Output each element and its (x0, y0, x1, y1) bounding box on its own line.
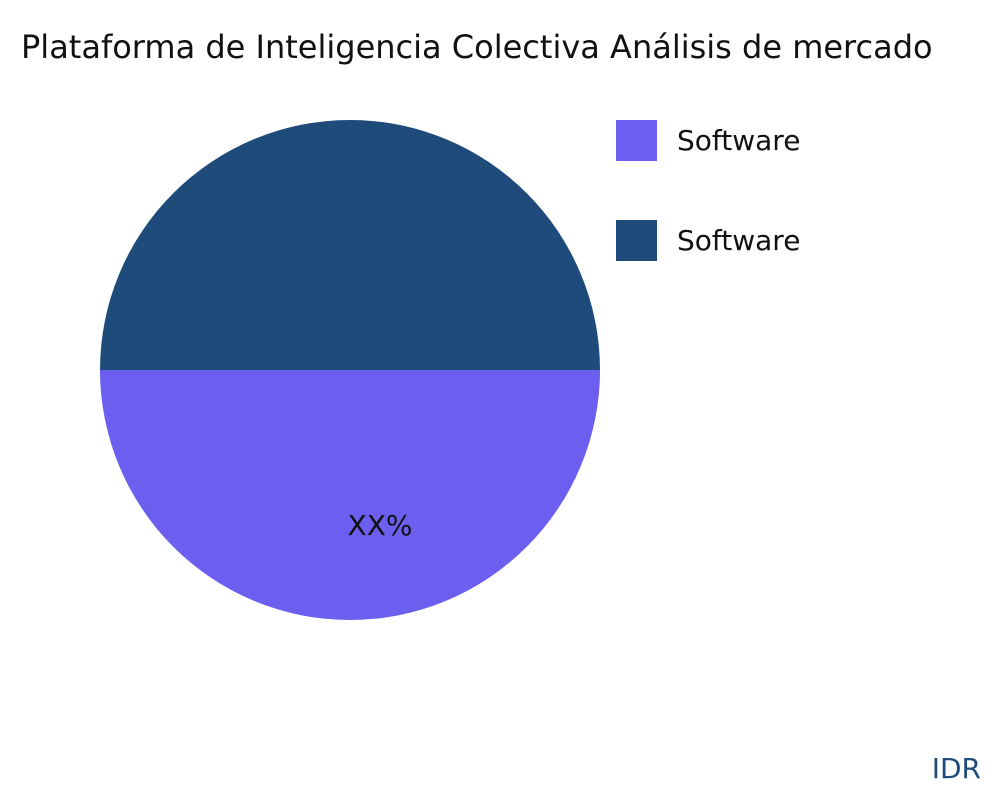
legend-label: Software (677, 124, 801, 157)
slice-data-label: XX% (348, 509, 413, 542)
legend-swatch (616, 220, 657, 261)
legend-item[interactable]: Software (616, 220, 800, 261)
pie-slice[interactable] (100, 370, 600, 620)
pie-slice[interactable] (100, 120, 600, 370)
legend-label: Software (677, 224, 801, 257)
watermark-logo: IDR (931, 752, 981, 785)
chart-title: Plataforma de Inteligencia Colectiva Aná… (21, 28, 933, 66)
legend-swatch (616, 120, 657, 161)
legend-item[interactable]: Software (616, 120, 800, 161)
